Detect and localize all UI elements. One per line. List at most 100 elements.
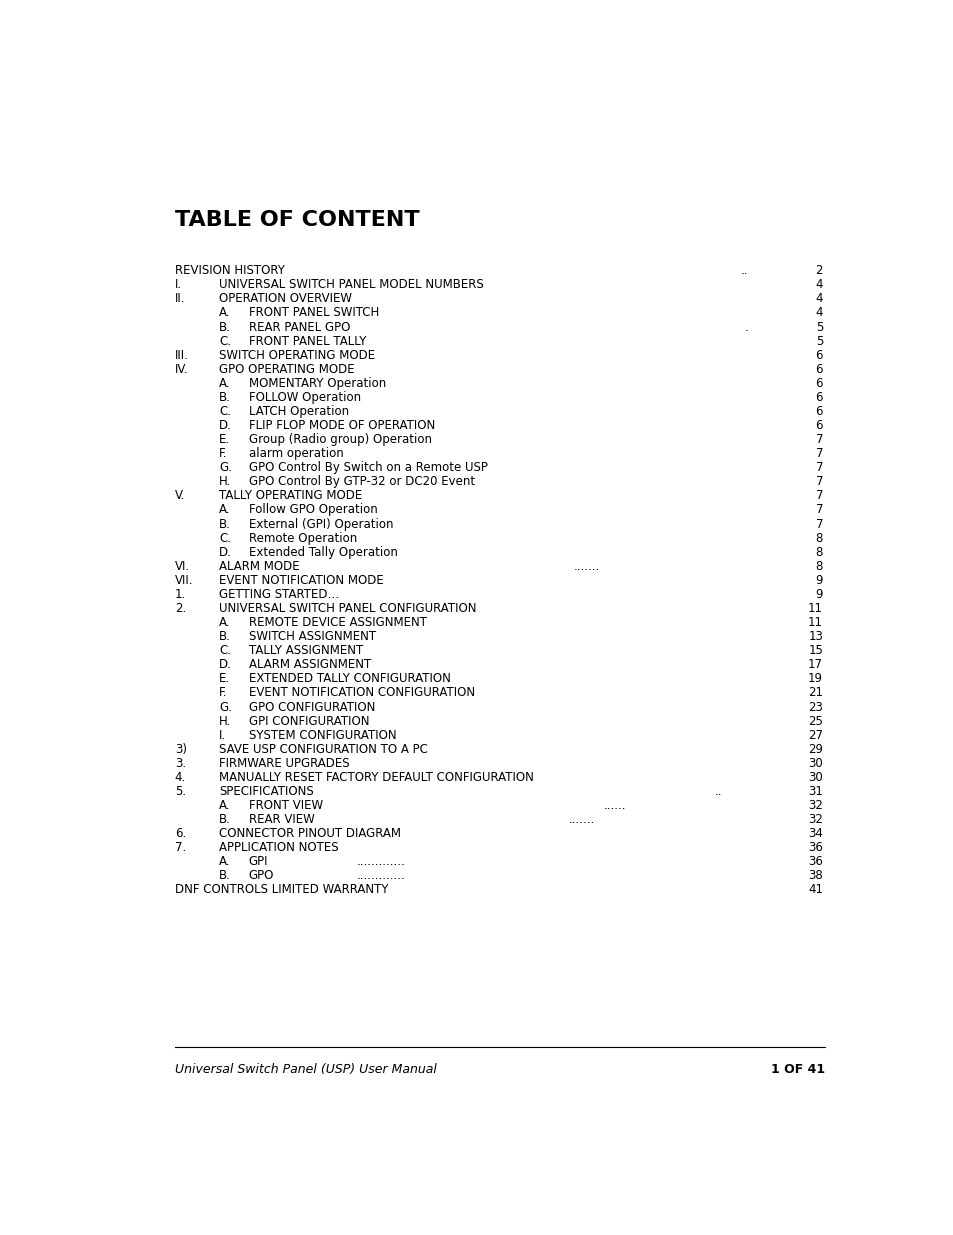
- Text: 30: 30: [807, 757, 822, 769]
- Text: SYSTEM CONFIGURATION: SYSTEM CONFIGURATION: [249, 729, 395, 742]
- Text: 7: 7: [815, 433, 822, 446]
- Text: 6: 6: [815, 405, 822, 417]
- Text: ..: ..: [740, 264, 747, 277]
- Text: REAR PANEL GPO: REAR PANEL GPO: [249, 321, 350, 333]
- Text: 17: 17: [807, 658, 822, 672]
- Text: III.: III.: [174, 348, 189, 362]
- Text: IV.: IV.: [174, 363, 188, 375]
- Text: Extended Tally Operation: Extended Tally Operation: [249, 546, 397, 558]
- Text: ..: ..: [714, 785, 721, 798]
- Text: 7: 7: [815, 475, 822, 488]
- Text: A.: A.: [219, 799, 231, 813]
- Text: 5: 5: [815, 321, 822, 333]
- Text: GPI: GPI: [249, 856, 268, 868]
- Text: FRONT PANEL SWITCH: FRONT PANEL SWITCH: [249, 306, 378, 320]
- Text: A.: A.: [219, 504, 231, 516]
- Text: VII.: VII.: [174, 574, 193, 587]
- Text: OPERATION OVERVIEW: OPERATION OVERVIEW: [219, 293, 352, 305]
- Text: LATCH Operation: LATCH Operation: [249, 405, 349, 417]
- Text: 4.: 4.: [174, 771, 186, 784]
- Text: REAR VIEW: REAR VIEW: [249, 813, 314, 826]
- Text: SPECIFICATIONS: SPECIFICATIONS: [219, 785, 314, 798]
- Text: B.: B.: [219, 869, 231, 882]
- Text: EXTENDED TALLY CONFIGURATION: EXTENDED TALLY CONFIGURATION: [249, 672, 450, 685]
- Text: 19: 19: [807, 672, 822, 685]
- Text: TABLE OF CONTENT: TABLE OF CONTENT: [174, 210, 419, 230]
- Text: 3.: 3.: [174, 757, 186, 769]
- Text: FRONT VIEW: FRONT VIEW: [249, 799, 322, 813]
- Text: 5: 5: [815, 335, 822, 347]
- Text: B.: B.: [219, 321, 231, 333]
- Text: 1 OF 41: 1 OF 41: [770, 1063, 824, 1076]
- Text: H.: H.: [219, 475, 231, 488]
- Text: 2: 2: [815, 264, 822, 277]
- Text: GPO CONFIGURATION: GPO CONFIGURATION: [249, 700, 375, 714]
- Text: 13: 13: [807, 630, 822, 643]
- Text: E.: E.: [219, 672, 230, 685]
- Text: TALLY ASSIGNMENT: TALLY ASSIGNMENT: [249, 645, 362, 657]
- Text: GPO Control By GTP-32 or DC20 Event: GPO Control By GTP-32 or DC20 Event: [249, 475, 475, 488]
- Text: II.: II.: [174, 293, 185, 305]
- Text: 5.: 5.: [174, 785, 186, 798]
- Text: B.: B.: [219, 813, 231, 826]
- Text: 23: 23: [807, 700, 822, 714]
- Text: .......: .......: [568, 813, 594, 826]
- Text: alarm operation: alarm operation: [249, 447, 343, 461]
- Text: 7.: 7.: [174, 841, 186, 855]
- Text: .......: .......: [574, 559, 599, 573]
- Text: 11: 11: [807, 601, 822, 615]
- Text: MOMENTARY Operation: MOMENTARY Operation: [249, 377, 385, 390]
- Text: EVENT NOTIFICATION MODE: EVENT NOTIFICATION MODE: [219, 574, 383, 587]
- Text: GPI CONFIGURATION: GPI CONFIGURATION: [249, 715, 369, 727]
- Text: 8: 8: [815, 559, 822, 573]
- Text: SAVE USP CONFIGURATION TO A PC: SAVE USP CONFIGURATION TO A PC: [219, 742, 428, 756]
- Text: C.: C.: [219, 531, 231, 545]
- Text: I.: I.: [219, 729, 226, 742]
- Text: 41: 41: [807, 883, 822, 897]
- Text: 27: 27: [807, 729, 822, 742]
- Text: 8: 8: [815, 531, 822, 545]
- Text: 7: 7: [815, 461, 822, 474]
- Text: 29: 29: [807, 742, 822, 756]
- Text: 9: 9: [815, 588, 822, 601]
- Text: 4: 4: [815, 293, 822, 305]
- Text: 7: 7: [815, 504, 822, 516]
- Text: C.: C.: [219, 335, 231, 347]
- Text: 4: 4: [815, 278, 822, 291]
- Text: 30: 30: [807, 771, 822, 784]
- Text: SWITCH OPERATING MODE: SWITCH OPERATING MODE: [219, 348, 375, 362]
- Text: 6: 6: [815, 363, 822, 375]
- Text: 36: 36: [807, 856, 822, 868]
- Text: Group (Radio group) Operation: Group (Radio group) Operation: [249, 433, 431, 446]
- Text: FOLLOW Operation: FOLLOW Operation: [249, 391, 360, 404]
- Text: H.: H.: [219, 715, 231, 727]
- Text: 7: 7: [815, 447, 822, 461]
- Text: Follow GPO Operation: Follow GPO Operation: [249, 504, 377, 516]
- Text: .: .: [743, 321, 747, 333]
- Text: 4: 4: [815, 306, 822, 320]
- Text: Remote Operation: Remote Operation: [249, 531, 356, 545]
- Text: 6: 6: [815, 391, 822, 404]
- Text: B.: B.: [219, 630, 231, 643]
- Text: ......: ......: [603, 799, 625, 813]
- Text: 7: 7: [815, 517, 822, 531]
- Text: C.: C.: [219, 645, 231, 657]
- Text: E.: E.: [219, 433, 230, 446]
- Text: F.: F.: [219, 447, 228, 461]
- Text: MANUALLY RESET FACTORY DEFAULT CONFIGURATION: MANUALLY RESET FACTORY DEFAULT CONFIGURA…: [219, 771, 534, 784]
- Text: External (GPI) Operation: External (GPI) Operation: [249, 517, 393, 531]
- Text: VI.: VI.: [174, 559, 190, 573]
- Text: 1.: 1.: [174, 588, 186, 601]
- Text: B.: B.: [219, 391, 231, 404]
- Text: F.: F.: [219, 687, 228, 699]
- Text: UNIVERSAL SWITCH PANEL MODEL NUMBERS: UNIVERSAL SWITCH PANEL MODEL NUMBERS: [219, 278, 483, 291]
- Text: 31: 31: [807, 785, 822, 798]
- Text: 2.: 2.: [174, 601, 186, 615]
- Text: I.: I.: [174, 278, 182, 291]
- Text: 32: 32: [807, 799, 822, 813]
- Text: A.: A.: [219, 616, 231, 629]
- Text: D.: D.: [219, 419, 232, 432]
- Text: G.: G.: [219, 461, 232, 474]
- Text: Universal Switch Panel (USP) User Manual: Universal Switch Panel (USP) User Manual: [174, 1063, 436, 1076]
- Text: 11: 11: [807, 616, 822, 629]
